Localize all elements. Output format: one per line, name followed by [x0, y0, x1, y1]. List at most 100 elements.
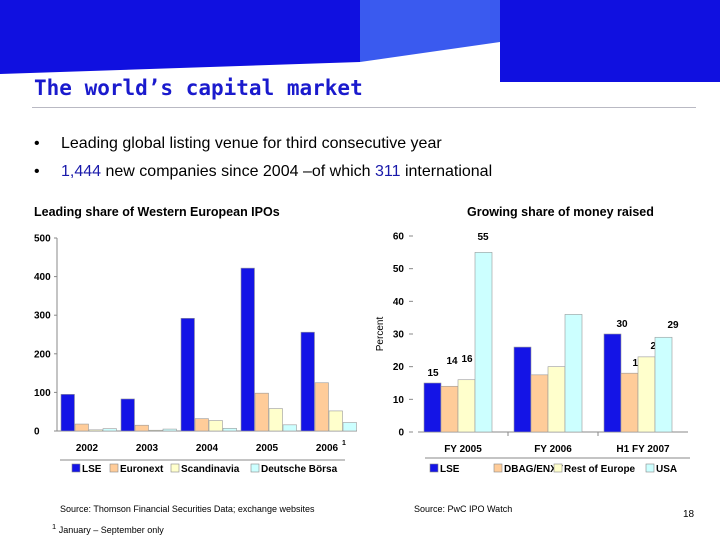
data-label: 16 — [461, 354, 473, 365]
legend-swatch — [645, 463, 655, 473]
footnote-text: January – September only — [58, 525, 164, 535]
legend-swatch — [71, 463, 81, 473]
bar-dbag-enxt — [440, 385, 459, 433]
bullet-text: international — [400, 163, 493, 180]
bullet-list: • Leading global listing venue for third … — [34, 134, 492, 190]
bar-scandinavia — [208, 420, 223, 432]
x-tick-label: H1 FY 2007 — [616, 444, 670, 455]
bar-euronext — [314, 382, 329, 432]
bar-scandinavia — [88, 429, 103, 432]
y-tick-label: 400 — [34, 272, 51, 283]
data-label: 55 — [477, 232, 489, 243]
y-tick-label: 10 — [393, 395, 405, 406]
bar-lse — [120, 398, 135, 432]
bar-euronext — [134, 424, 149, 432]
bullet-text: new companies since 2004 –of which — [101, 163, 375, 180]
bar-deutsche-börsa — [342, 422, 357, 432]
bullet-item: • 1,444 new companies since 2004 –of whic… — [34, 162, 492, 190]
legend-label: LSE — [440, 464, 460, 475]
y-tick-label: 200 — [34, 349, 51, 360]
bar-deutsche-börsa — [162, 428, 177, 432]
y-tick-label: 20 — [393, 362, 405, 373]
y-tick-label: 60 — [393, 232, 405, 243]
y-tick-label: 40 — [393, 297, 405, 308]
bar-lse — [60, 394, 75, 432]
bar-rest-of-europe — [457, 379, 476, 433]
legend-swatch — [553, 463, 563, 473]
chart1-source: Source: Thomson Financial Securities Dat… — [60, 504, 315, 514]
page-number: 18 — [683, 509, 695, 520]
y-tick-label: 300 — [34, 311, 51, 322]
bullet-marker: • — [34, 163, 40, 180]
y-tick-label: 100 — [34, 388, 51, 399]
banner-light-band — [360, 0, 500, 62]
bar-lse — [180, 317, 195, 432]
chart2-title: Growing share of money raised — [467, 205, 654, 219]
data-label: 30 — [616, 319, 628, 330]
legend-label: Euronext — [120, 464, 164, 475]
x-tick-label: 2005 — [256, 443, 279, 454]
legend-label: USA — [656, 464, 677, 475]
data-label: 15 — [427, 368, 439, 379]
highlight-new-companies: 1,444 — [61, 163, 102, 180]
data-label: 29 — [667, 320, 679, 331]
x-tick-label: FY 2005 — [444, 444, 482, 455]
y-tick-label: 50 — [393, 264, 405, 275]
footnote-marker: 1 — [52, 522, 57, 531]
bar-lse — [300, 331, 315, 432]
y-tick-label: 0 — [398, 428, 404, 439]
legend-swatch — [170, 463, 180, 473]
bullet-text: Leading global listing venue for third c… — [61, 135, 442, 152]
x-tick-label: 2004 — [196, 443, 219, 454]
bar-lse — [603, 333, 622, 433]
footnote: 1 January – September only — [52, 522, 164, 535]
bar-lse — [423, 382, 442, 433]
legend-label: DBAG/ENXT — [504, 464, 563, 475]
header-banner — [0, 0, 720, 82]
bar-scandinavia — [328, 410, 343, 432]
y-tick-label: 30 — [393, 330, 405, 341]
page-title: The world’s capital market — [34, 76, 363, 100]
bar-euronext — [194, 418, 209, 432]
banner-left-band — [0, 0, 360, 74]
x-tick-label: 2006 — [316, 443, 339, 454]
legend-label: Scandinavia — [181, 464, 240, 475]
x-tick-label: FY 2006 — [534, 444, 572, 455]
y-axis-label: Percent — [375, 317, 386, 352]
highlight-international: 311 — [374, 163, 401, 180]
legend-swatch — [429, 463, 439, 473]
bullet-item: • Leading global listing venue for third … — [34, 134, 492, 162]
bar-deutsche-börsa — [102, 428, 117, 432]
bar-rest-of-europe — [547, 366, 566, 433]
x-tick-superscript: 1 — [342, 440, 346, 447]
legend-label: Deutsche Börsa — [261, 464, 338, 475]
legend-label: Rest of Europe — [564, 464, 636, 475]
bar-deutsche-börsa — [282, 424, 297, 432]
legend-label: LSE — [82, 464, 102, 475]
bar-usa — [474, 252, 493, 433]
bar-euronext — [74, 423, 89, 432]
bar-euronext — [254, 392, 269, 432]
bar-rest-of-europe — [637, 356, 656, 433]
bar-scandinavia — [148, 429, 163, 432]
title-divider — [32, 107, 696, 108]
legend-swatch — [109, 463, 119, 473]
data-label: 14 — [446, 356, 458, 367]
bar-dbag-enxt — [620, 372, 639, 433]
legend-swatch — [493, 463, 503, 473]
bar-usa — [654, 336, 673, 433]
bar-lse — [240, 267, 255, 432]
y-tick-label: 0 — [34, 427, 40, 438]
bar-lse — [513, 346, 532, 433]
chart2-source: Source: PwC IPO Watch — [414, 504, 513, 514]
chart1-title: Leading share of Western European IPOs — [34, 205, 280, 219]
bullet-marker: • — [34, 135, 40, 152]
x-tick-label: 2002 — [76, 443, 99, 454]
x-tick-label: 2003 — [136, 443, 159, 454]
bar-scandinavia — [268, 408, 283, 432]
bar-deutsche-börsa — [222, 427, 237, 432]
banner-right-band — [500, 0, 720, 82]
bar-usa — [564, 314, 583, 433]
